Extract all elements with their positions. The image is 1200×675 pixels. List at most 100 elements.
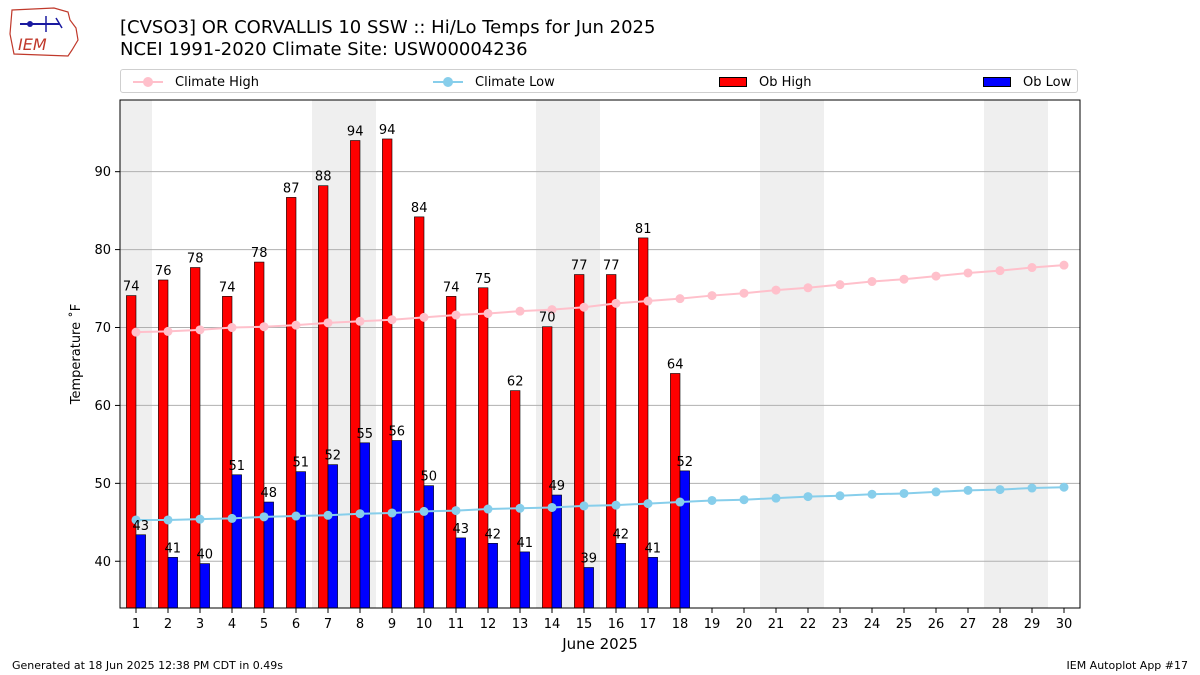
climate-low-point xyxy=(803,492,813,502)
climate-low-point xyxy=(579,501,589,511)
ob-low-label: 48 xyxy=(261,486,278,501)
ob-high-label: 70 xyxy=(539,311,556,326)
ob-high-label: 74 xyxy=(443,280,460,295)
ob-high-bar xyxy=(414,216,425,609)
x-tick-label: 5 xyxy=(260,617,268,632)
climate-low-point xyxy=(195,514,205,524)
climate-low-point xyxy=(643,499,653,509)
climate-low-point xyxy=(835,491,845,501)
ob-high-label: 75 xyxy=(475,272,492,287)
ob-low-bar xyxy=(423,485,434,609)
x-tick-label: 2 xyxy=(164,617,172,632)
ob-high-label: 78 xyxy=(251,246,268,261)
ob-low-label: 51 xyxy=(293,456,310,471)
climate-high-point xyxy=(963,268,973,278)
climate-high-point xyxy=(899,274,909,284)
climate-high-point xyxy=(995,266,1005,276)
weekend-shade xyxy=(1016,100,1048,608)
ob-low-bar xyxy=(167,557,178,609)
ob-low-label: 50 xyxy=(421,470,438,485)
climate-high-point xyxy=(643,296,653,306)
x-axis-label: June 2025 xyxy=(561,635,638,653)
weekend-shade xyxy=(984,100,1016,608)
app-footer: IEM Autoplot App #17 xyxy=(1066,659,1189,672)
legend-label: Ob Low xyxy=(1023,74,1072,90)
x-tick-label: 26 xyxy=(928,617,945,632)
ob-high-bar xyxy=(542,326,553,609)
x-tick-label: 15 xyxy=(576,617,593,632)
legend-swatch xyxy=(433,77,463,87)
legend-item-ob-high: Ob High xyxy=(719,70,812,94)
ob-low-bar xyxy=(679,470,690,609)
x-tick-label: 27 xyxy=(960,617,977,632)
x-tick-label: 19 xyxy=(704,617,721,632)
ob-high-bar xyxy=(606,274,617,609)
ob-high-label: 94 xyxy=(379,123,396,138)
x-tick-label: 14 xyxy=(544,617,561,632)
x-tick-label: 11 xyxy=(448,617,465,632)
ob-high-label: 62 xyxy=(507,375,524,390)
climate-low-point xyxy=(323,510,333,520)
ob-low-bar xyxy=(551,494,562,609)
chart-subtitle: NCEI 1991-2020 Climate Site: USW00004236 xyxy=(120,39,528,60)
ob-low-label: 43 xyxy=(453,522,470,537)
ob-low-bar xyxy=(391,440,402,609)
climate-low-point xyxy=(963,485,973,495)
legend-item-ob-low: Ob Low xyxy=(983,70,1071,94)
climate-high-point xyxy=(739,288,749,298)
weekend-shade xyxy=(792,100,824,608)
climate-low-point xyxy=(515,503,525,513)
climate-high-point xyxy=(835,280,845,290)
x-tick-label: 10 xyxy=(416,617,433,632)
climate-low-point xyxy=(291,511,301,521)
ob-low-bar xyxy=(455,537,466,609)
ob-high-bar xyxy=(510,390,521,609)
climate-low-point xyxy=(1027,483,1037,493)
climate-high-point xyxy=(547,305,557,315)
climate-high-point xyxy=(195,325,205,335)
climate-high-point xyxy=(323,318,333,328)
climate-high-point xyxy=(803,283,813,293)
ob-low-label: 52 xyxy=(677,455,694,470)
climate-low-point xyxy=(355,509,365,519)
x-tick-label: 22 xyxy=(800,617,817,632)
ob-high-label: 88 xyxy=(315,170,332,185)
climate-low-point xyxy=(131,515,141,525)
ob-high-bar xyxy=(318,185,329,609)
climate-low-point xyxy=(899,488,909,498)
climate-low-point xyxy=(675,497,685,507)
ob-high-label: 64 xyxy=(667,357,684,372)
ob-high-bar xyxy=(446,296,457,609)
x-tick-label: 3 xyxy=(196,617,204,632)
climate-low-point xyxy=(451,506,461,516)
y-tick-label: 70 xyxy=(94,321,111,336)
climate-high-point xyxy=(1027,263,1037,273)
ob-low-bar xyxy=(135,534,146,609)
x-tick-label: 13 xyxy=(512,617,529,632)
climate-high-point xyxy=(611,298,621,308)
climate-low-point xyxy=(483,504,493,514)
ob-high-bar xyxy=(126,295,137,609)
ob-low-bar xyxy=(647,557,658,609)
ob-high-bar xyxy=(382,138,393,609)
climate-high-point xyxy=(419,312,429,322)
legend-swatch xyxy=(983,77,1011,87)
x-tick-label: 20 xyxy=(736,617,753,632)
climate-low-point xyxy=(163,515,173,525)
climate-low-point xyxy=(259,512,269,522)
legend-swatch xyxy=(719,77,747,87)
climate-low-point xyxy=(931,487,941,497)
climate-high-point xyxy=(483,308,493,318)
climate-high-point xyxy=(259,322,269,332)
legend: Climate High Climate Low Ob High Ob Low xyxy=(120,69,1078,93)
climate-low-point xyxy=(739,495,749,505)
ob-high-label: 74 xyxy=(123,280,140,295)
climate-low-point xyxy=(1059,482,1069,492)
ob-low-bar xyxy=(327,464,338,609)
climate-low-line xyxy=(136,486,1065,521)
climate-low-point xyxy=(387,508,397,518)
climate-low-point xyxy=(771,493,781,503)
climate-high-point xyxy=(579,302,589,312)
plot-frame xyxy=(119,99,1081,609)
ob-low-label: 42 xyxy=(613,527,630,542)
